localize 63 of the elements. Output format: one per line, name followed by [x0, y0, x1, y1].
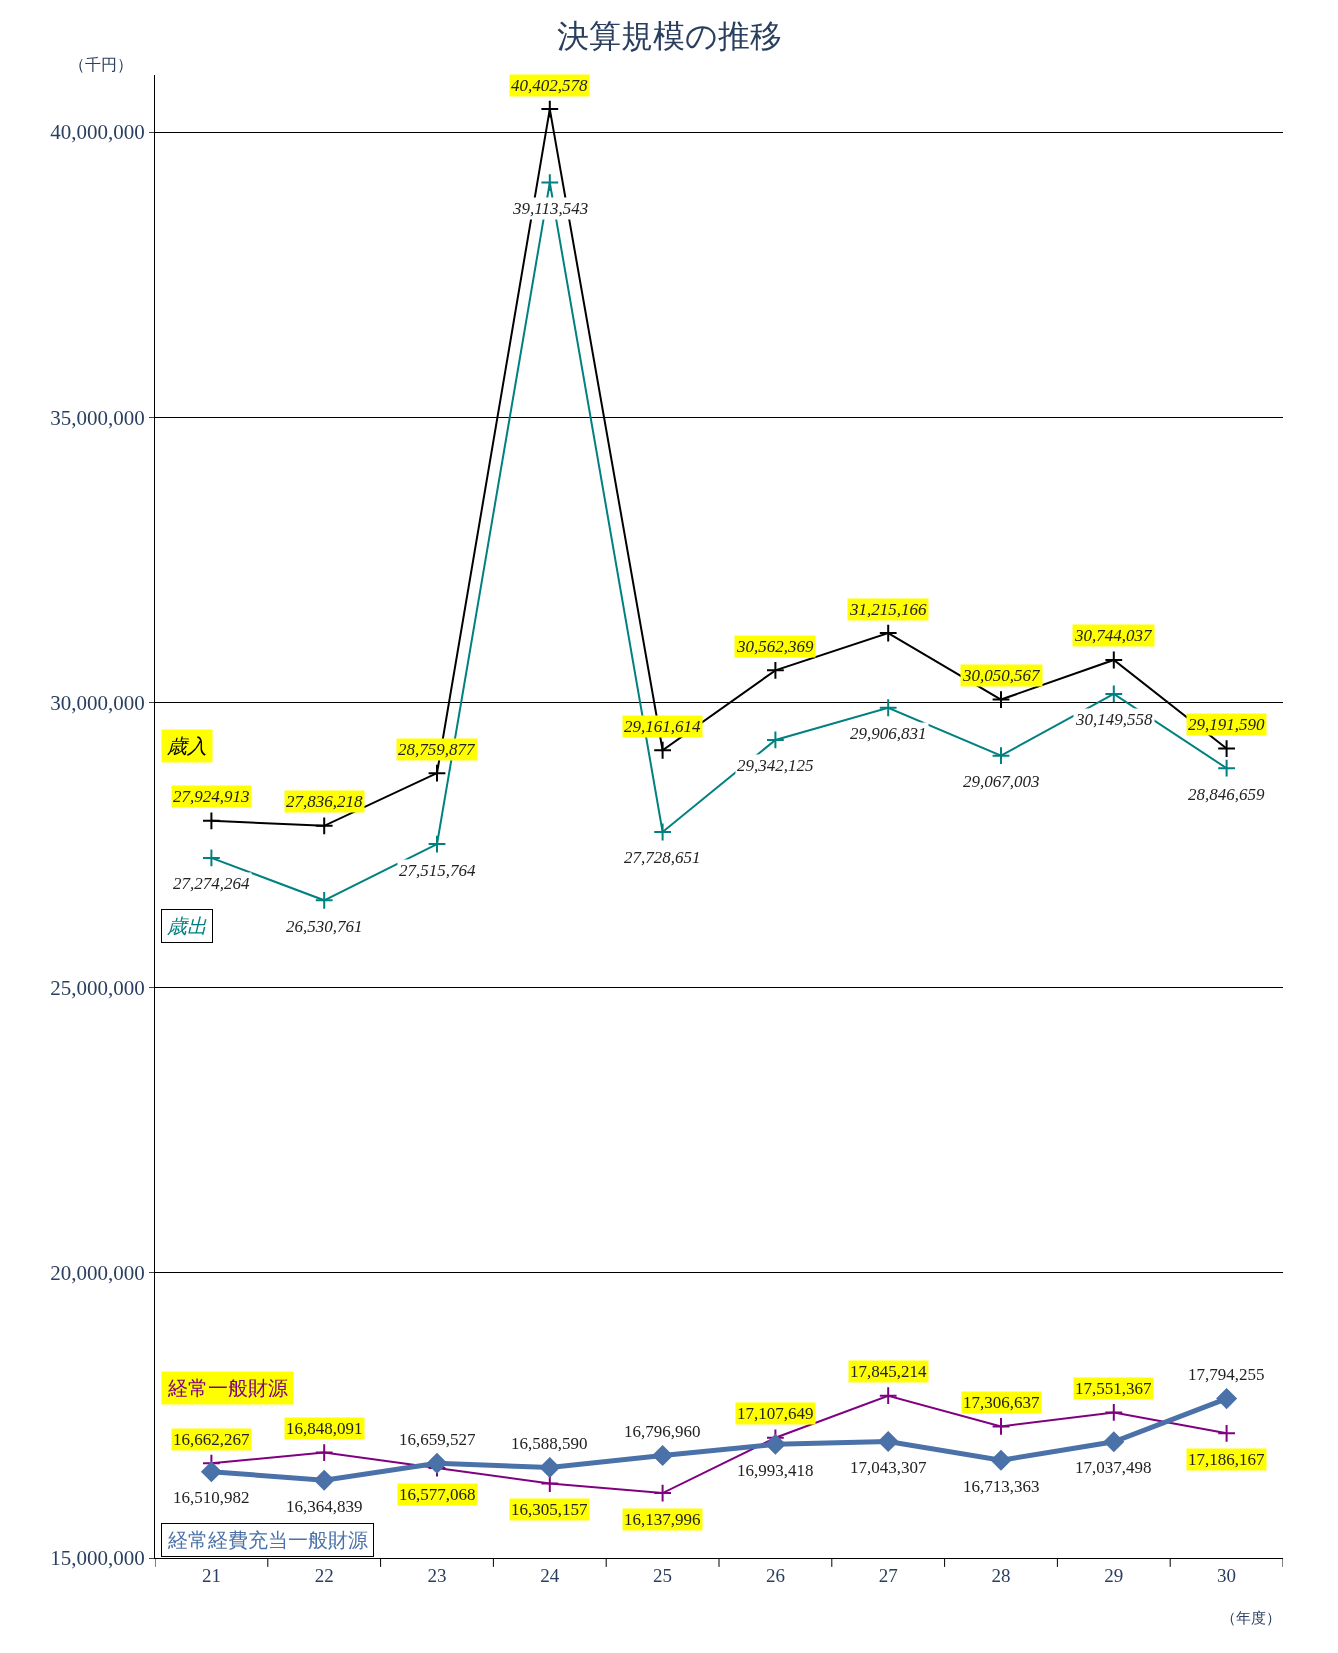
data-label: 17,186,167: [1188, 1450, 1265, 1469]
y-axis-title: （千円）: [69, 56, 133, 73]
data-label: 30,744,037: [1074, 626, 1153, 645]
data-label: 26,530,761: [286, 917, 363, 936]
x-tick-label: 22: [314, 1564, 334, 1586]
data-label: 16,993,418: [737, 1461, 814, 1480]
data-label: 30,050,567: [962, 666, 1041, 685]
data-label: 16,848,091: [286, 1419, 363, 1438]
y-tick-label: 40,000,000: [50, 120, 145, 145]
x-tick-label: 28: [991, 1564, 1011, 1586]
data-label: 17,551,367: [1075, 1379, 1152, 1398]
data-label: 28,759,877: [398, 740, 476, 759]
data-label: 16,588,590: [511, 1434, 588, 1453]
x-tick-label: 24: [540, 1564, 560, 1586]
data-label: 17,037,498: [1075, 1458, 1152, 1477]
data-label: 16,510,982: [173, 1488, 250, 1507]
data-label: 16,364,839: [286, 1497, 363, 1516]
x-tick-label: 25: [653, 1564, 673, 1586]
data-label: 39,113,543: [512, 199, 589, 218]
data-label: 27,728,651: [624, 848, 701, 867]
x-tick-label: 29: [1104, 1564, 1124, 1586]
text: 歳出: [167, 915, 207, 937]
x-tick-label: 26: [765, 1564, 785, 1586]
data-label: 28,846,659: [1188, 785, 1265, 804]
x-tick-label: 23: [427, 1564, 447, 1586]
data-label: 29,342,125: [737, 756, 814, 775]
data-label: 17,107,649: [737, 1404, 814, 1423]
y-tick-label: 20,000,000: [50, 1261, 145, 1286]
data-label: 31,215,166: [849, 600, 927, 619]
data-label: 16,662,267: [173, 1430, 250, 1449]
data-label: 29,161,614: [624, 717, 701, 736]
x-tick-label: 30: [1217, 1564, 1237, 1586]
data-label: 17,794,255: [1188, 1365, 1265, 1384]
chart-title: 決算規模の推移: [556, 18, 782, 55]
data-label: 16,577,068: [399, 1485, 476, 1504]
y-tick-label: 15,000,000: [50, 1546, 145, 1571]
x-axis-title: （年度）: [1221, 1610, 1281, 1626]
y-tick-label: 25,000,000: [50, 975, 145, 1000]
data-label: 16,796,960: [624, 1422, 701, 1441]
data-label: 27,274,264: [173, 874, 250, 893]
data-label: 30,149,558: [1075, 710, 1153, 729]
data-label: 16,659,527: [399, 1430, 476, 1449]
y-tick-label: 30,000,000: [50, 690, 145, 715]
data-label: 30,562,369: [736, 637, 814, 656]
data-label: 16,305,157: [511, 1500, 588, 1519]
text: 経常経費充当一般財源: [167, 1529, 368, 1551]
data-label: 29,191,590: [1188, 715, 1265, 734]
text: 経常一般財源: [167, 1377, 288, 1399]
data-label: 40,402,578: [511, 76, 588, 95]
y-tick-label: 35,000,000: [50, 405, 145, 430]
data-label: 17,306,637: [963, 1393, 1040, 1412]
data-label: 29,067,003: [963, 772, 1040, 791]
data-label: 16,137,996: [624, 1510, 701, 1529]
text: 歳入: [167, 735, 207, 757]
data-label: 27,515,764: [399, 861, 476, 880]
data-label: 17,043,307: [850, 1458, 927, 1477]
data-label: 16,713,363: [963, 1477, 1040, 1496]
data-label: 17,845,214: [850, 1362, 927, 1381]
x-tick-label: 27: [878, 1564, 898, 1586]
data-label: 27,924,913: [173, 787, 250, 806]
data-label: 27,836,218: [286, 792, 363, 811]
x-tick-label: 21: [201, 1564, 221, 1586]
data-label: 29,906,831: [850, 724, 927, 743]
